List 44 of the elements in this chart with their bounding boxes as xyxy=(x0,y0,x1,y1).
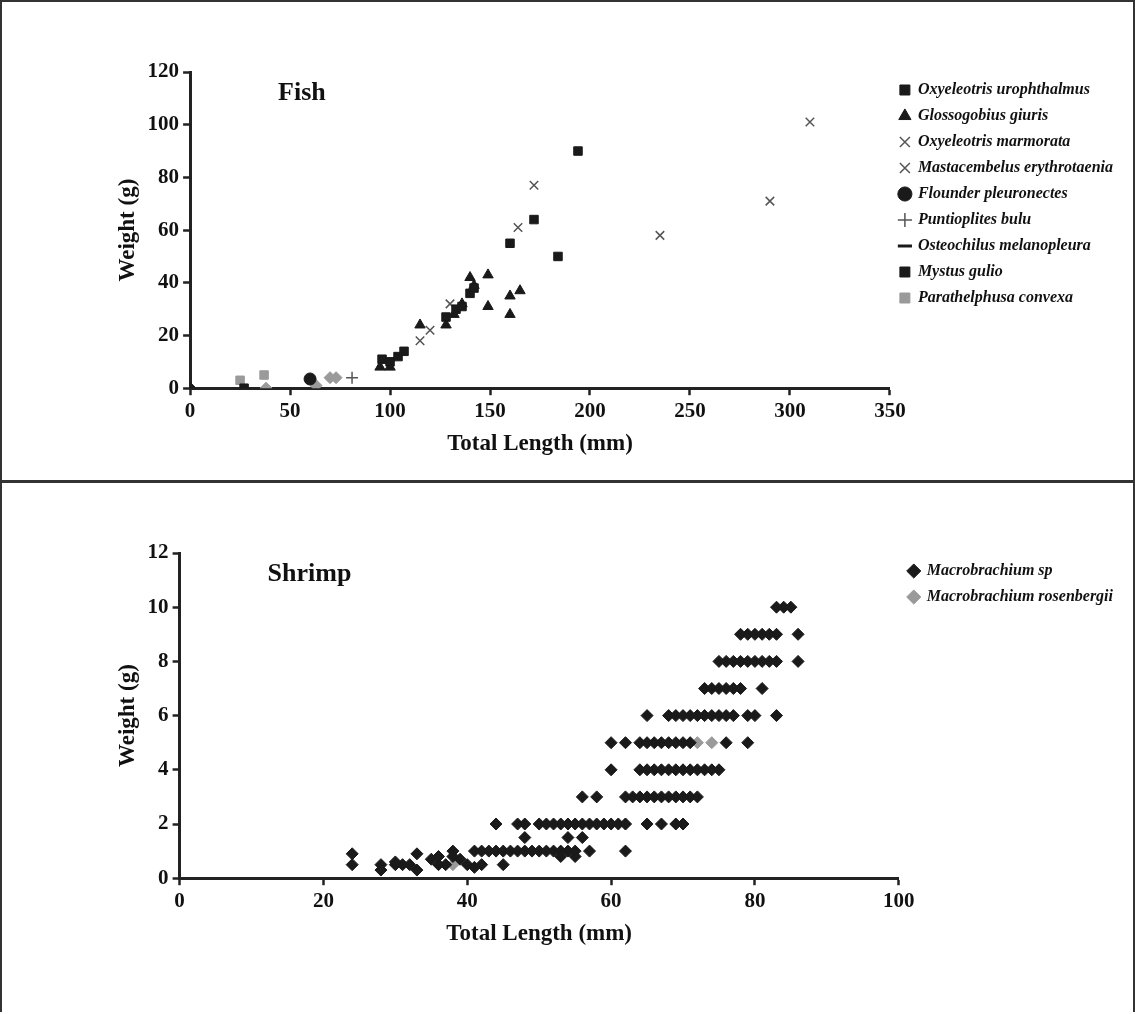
x-tick-label: 150 xyxy=(474,398,506,423)
y-tick-label: 12 xyxy=(147,539,169,564)
x-tick-label: 100 xyxy=(883,888,915,913)
x-tick-label: 100 xyxy=(374,398,406,423)
x-tick-label: 40 xyxy=(456,888,478,913)
x-axis-title: Total Length (mm) xyxy=(446,920,633,946)
y-tick-label: 80 xyxy=(158,163,180,188)
y-tick-label: 0 xyxy=(168,374,180,399)
y-axis-title: Weight (g) xyxy=(113,664,139,768)
y-tick-label: 4 xyxy=(158,756,170,781)
legend-label: Osteochilus melanopleura xyxy=(917,236,1091,255)
legend-label: Oxyeleotris urophthalmus xyxy=(917,80,1090,99)
x-axis-title: Total Length (mm) xyxy=(447,430,633,456)
legend-label: Puntioplites bulu xyxy=(916,210,1032,229)
y-axis-title: Weight (g) xyxy=(113,178,139,282)
y-tick-label: 2 xyxy=(158,810,169,835)
legend-label: Mastacembelus erythrotaenia xyxy=(916,158,1113,177)
x-tick-label: 0 xyxy=(184,398,196,423)
legend-label: Macrobrachium sp xyxy=(925,561,1053,580)
x-tick-label: 350 xyxy=(874,398,906,423)
x-tick-label: 50 xyxy=(279,398,301,423)
y-tick-label: 60 xyxy=(158,216,180,241)
chart-title: Fish xyxy=(278,76,327,106)
x-tick-label: 300 xyxy=(774,398,806,423)
legend-label: Mystus gulio xyxy=(916,262,1003,281)
x-tick-label: 250 xyxy=(674,398,706,423)
x-tick-label: 60 xyxy=(600,888,622,913)
x-tick-label: 20 xyxy=(312,888,334,913)
y-tick-label: 40 xyxy=(158,269,180,294)
y-tick-label: 100 xyxy=(147,111,180,136)
y-tick-label: 20 xyxy=(158,321,180,346)
y-tick-label: 8 xyxy=(158,647,169,672)
chart-title: Shrimp xyxy=(267,557,352,587)
legend-label: Glossogobius giuris xyxy=(917,106,1049,125)
legend-label: Parathelphusa convexa xyxy=(916,288,1074,307)
y-tick-label: 6 xyxy=(158,702,169,727)
legend-label: Oxyeleotris marmorata xyxy=(917,132,1071,151)
x-tick-label: 200 xyxy=(574,398,606,423)
legend-label: Flounder pleuronectes xyxy=(916,184,1068,203)
x-tick-label: 80 xyxy=(744,888,766,913)
y-tick-label: 10 xyxy=(147,593,169,618)
y-tick-label: 0 xyxy=(158,864,169,889)
legend-label: Macrobrachium rosenbergii xyxy=(925,587,1114,606)
y-tick-label: 120 xyxy=(147,58,180,83)
